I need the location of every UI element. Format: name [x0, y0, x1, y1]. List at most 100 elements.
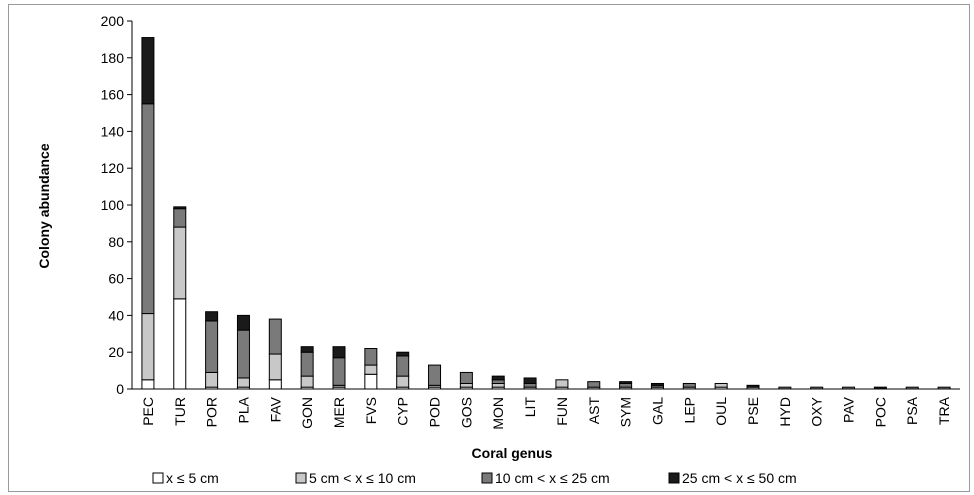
legend-item: 5 cm < x ≤ 10 cm: [295, 470, 416, 486]
y-tick-label: 160: [101, 87, 125, 103]
bar-segment-gon-s2: [300, 375, 314, 388]
y-tick-label: 120: [101, 160, 125, 176]
x-axis: PEC TUR POR PLA FAV GON MER FVS CYP POD GOS MON LIT F…: [132, 388, 960, 430]
x-tick-label: PSA: [904, 396, 920, 425]
x-tick-label: MER: [331, 397, 347, 428]
bar-segment-tur-s2: [173, 226, 187, 300]
bar-segment-sym-s3: [619, 382, 633, 388]
bar-segment-fvs-s3: [364, 348, 378, 366]
bar-segment-pod-s3: [428, 364, 442, 386]
legend: x ≤ 5 cm 5 cm < x ≤ 10 cm 10 cm < x ≤ 25 c…: [152, 470, 797, 486]
legend-swatch: [668, 472, 680, 484]
x-tick-label: FAV: [267, 396, 283, 422]
x-tick-label: CYP: [395, 397, 411, 426]
x-tick-label: PAV: [841, 396, 857, 423]
bar-stack-lep: [682, 382, 696, 390]
bar-stack-gos: [459, 371, 473, 390]
legend-item: 25 cm < x ≤ 50 cm: [668, 470, 797, 486]
chart-frame: 0 20 40 60 80 100 120 140 160 180 200 PEC TUR POR PLA…: [8, 4, 970, 492]
bar-segment-gal-s4: [650, 382, 664, 386]
bar-stack-fvs: [364, 348, 378, 390]
bar-stack-pse: [746, 384, 760, 390]
bar-segment-pec-s2: [141, 313, 155, 381]
x-tick-label: GON: [299, 397, 315, 429]
bar-segment-cyp-s3: [396, 355, 410, 377]
bar-segment-cyp-s4: [396, 351, 410, 357]
bar-stack-mer: [332, 346, 346, 390]
y-tick-label: 20: [108, 344, 124, 360]
x-tick-label: POR: [204, 397, 220, 427]
bar-stack-cyp: [396, 351, 410, 390]
x-tick-label: PSE: [745, 397, 761, 425]
x-tick-label: POC: [872, 397, 888, 427]
bar-stack-fun: [555, 379, 569, 390]
y-tick-label: 180: [101, 50, 125, 66]
legend-label: 5 cm < x ≤ 10 cm: [309, 470, 416, 486]
bar-segment-gos-s3: [459, 371, 473, 384]
bar-segment-por-s4: [205, 311, 219, 322]
bar-stack-pla: [236, 314, 250, 390]
bar-stack-fav: [268, 318, 282, 390]
bar-stack-tur: [173, 206, 187, 390]
bar-segment-pla-s4: [236, 314, 250, 331]
x-tick-label: LEP: [681, 397, 697, 423]
y-tick-label: 140: [101, 123, 125, 139]
x-tick-label: OXY: [809, 396, 825, 426]
bar-segment-sym-s4: [619, 381, 633, 384]
x-tick-label: MON: [490, 397, 506, 430]
y-tick-label: 60: [108, 271, 124, 287]
bar-segment-fun-s2: [555, 379, 569, 388]
bar-segment-pec-s3: [141, 103, 155, 315]
bar-segment-fav-s1: [268, 379, 282, 390]
x-tick-label: GAL: [649, 397, 665, 425]
bar-segment-pec-s1: [141, 379, 155, 390]
bar-stack-ast: [587, 381, 601, 390]
bar-stack-sym: [619, 381, 633, 390]
bar-segment-mon-s2: [491, 382, 505, 388]
bar-segment-por-s2: [205, 371, 219, 388]
bar-chart: 0 20 40 60 80 100 120 140 160 180 200 PEC TUR POR PLA…: [36, 13, 960, 486]
bar-segment-mer-s4: [332, 346, 346, 359]
x-tick-label: HYD: [777, 397, 793, 427]
bar-segment-gon-s3: [300, 351, 314, 377]
bar-segment-fav-s3: [268, 318, 282, 355]
bar-segment-fvs-s1: [364, 373, 378, 390]
y-tick-label: 80: [108, 234, 124, 250]
x-tick-label: TUR: [172, 397, 188, 426]
x-tick-label: GOS: [458, 397, 474, 428]
bar-segment-lep-s3: [682, 382, 696, 388]
bar-stack-gon: [300, 346, 314, 390]
bar-segment-ast-s3: [587, 381, 601, 388]
x-tick-label: SYM: [618, 397, 634, 427]
bar-segment-mer-s3: [332, 357, 346, 386]
bar-segment-mon-s3: [491, 379, 505, 384]
legend-label: 25 cm < x ≤ 50 cm: [682, 470, 797, 486]
legend-swatch: [481, 472, 493, 484]
x-tick-label: POD: [427, 397, 443, 427]
legend-item: x ≤ 5 cm: [152, 470, 219, 486]
legend-label: 10 cm < x ≤ 25 cm: [495, 470, 610, 486]
bar-segment-tur-s3: [173, 208, 187, 228]
bar-segment-mon-s4: [491, 375, 505, 381]
bar-segment-lit-s4: [523, 377, 537, 384]
bar-stack-gal: [650, 382, 664, 390]
bar-stack-por: [205, 311, 219, 390]
bar-segment-lit-s3: [523, 382, 537, 388]
bar-segment-pec-s4: [141, 37, 155, 105]
bar-stack-mon: [491, 375, 505, 390]
y-tick-label: 100: [101, 197, 125, 213]
x-tick-label: TRA: [936, 396, 952, 425]
legend-swatch: [152, 472, 164, 484]
y-axis-title: Colony abundance: [36, 143, 52, 268]
bar-segment-pla-s2: [236, 377, 250, 388]
bar-segment-oul-s2: [714, 382, 728, 388]
bar-segment-fvs-s2: [364, 364, 378, 375]
bar-stack-pec: [141, 37, 155, 390]
x-tick-label: FUN: [554, 397, 570, 426]
y-tick-label: 0: [116, 381, 124, 397]
legend-item: 10 cm < x ≤ 25 cm: [481, 470, 610, 486]
y-axis: 0 20 40 60 80 100 120 140 160 180 200: [101, 13, 133, 397]
bar-stack-oul: [714, 382, 728, 390]
x-tick-label: PEC: [140, 397, 156, 426]
bar-segment-tur-s1: [173, 298, 187, 390]
